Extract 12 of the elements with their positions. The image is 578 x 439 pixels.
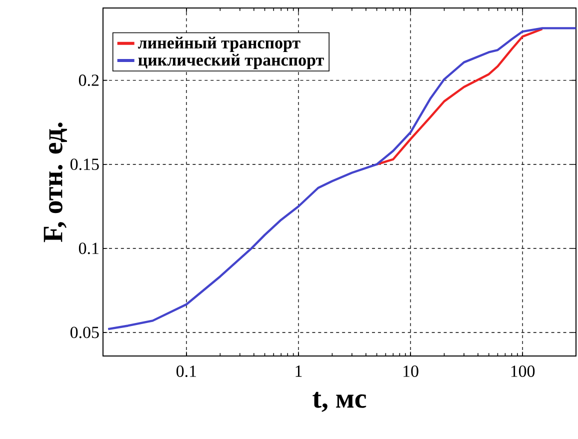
y-tick-label: 0.15 [70, 158, 99, 170]
legend-label: циклический транспорт [138, 54, 324, 70]
x-tick-label: 10 [404, 366, 418, 377]
y-tick-label: 0.1 [78, 242, 98, 254]
x-tick-label: 100 [511, 366, 535, 377]
x-tick-label: 1 [296, 366, 302, 377]
y-tick-label: 0.2 [78, 74, 99, 86]
x-tick-label: 0.1 [176, 366, 196, 378]
y-axis-title: F, отн. ед. [44, 122, 67, 242]
legend-label: линейный транспорт [138, 36, 300, 52]
x-axis-title: t, мс [312, 392, 366, 412]
y-tick-label: 0.05 [70, 326, 99, 338]
